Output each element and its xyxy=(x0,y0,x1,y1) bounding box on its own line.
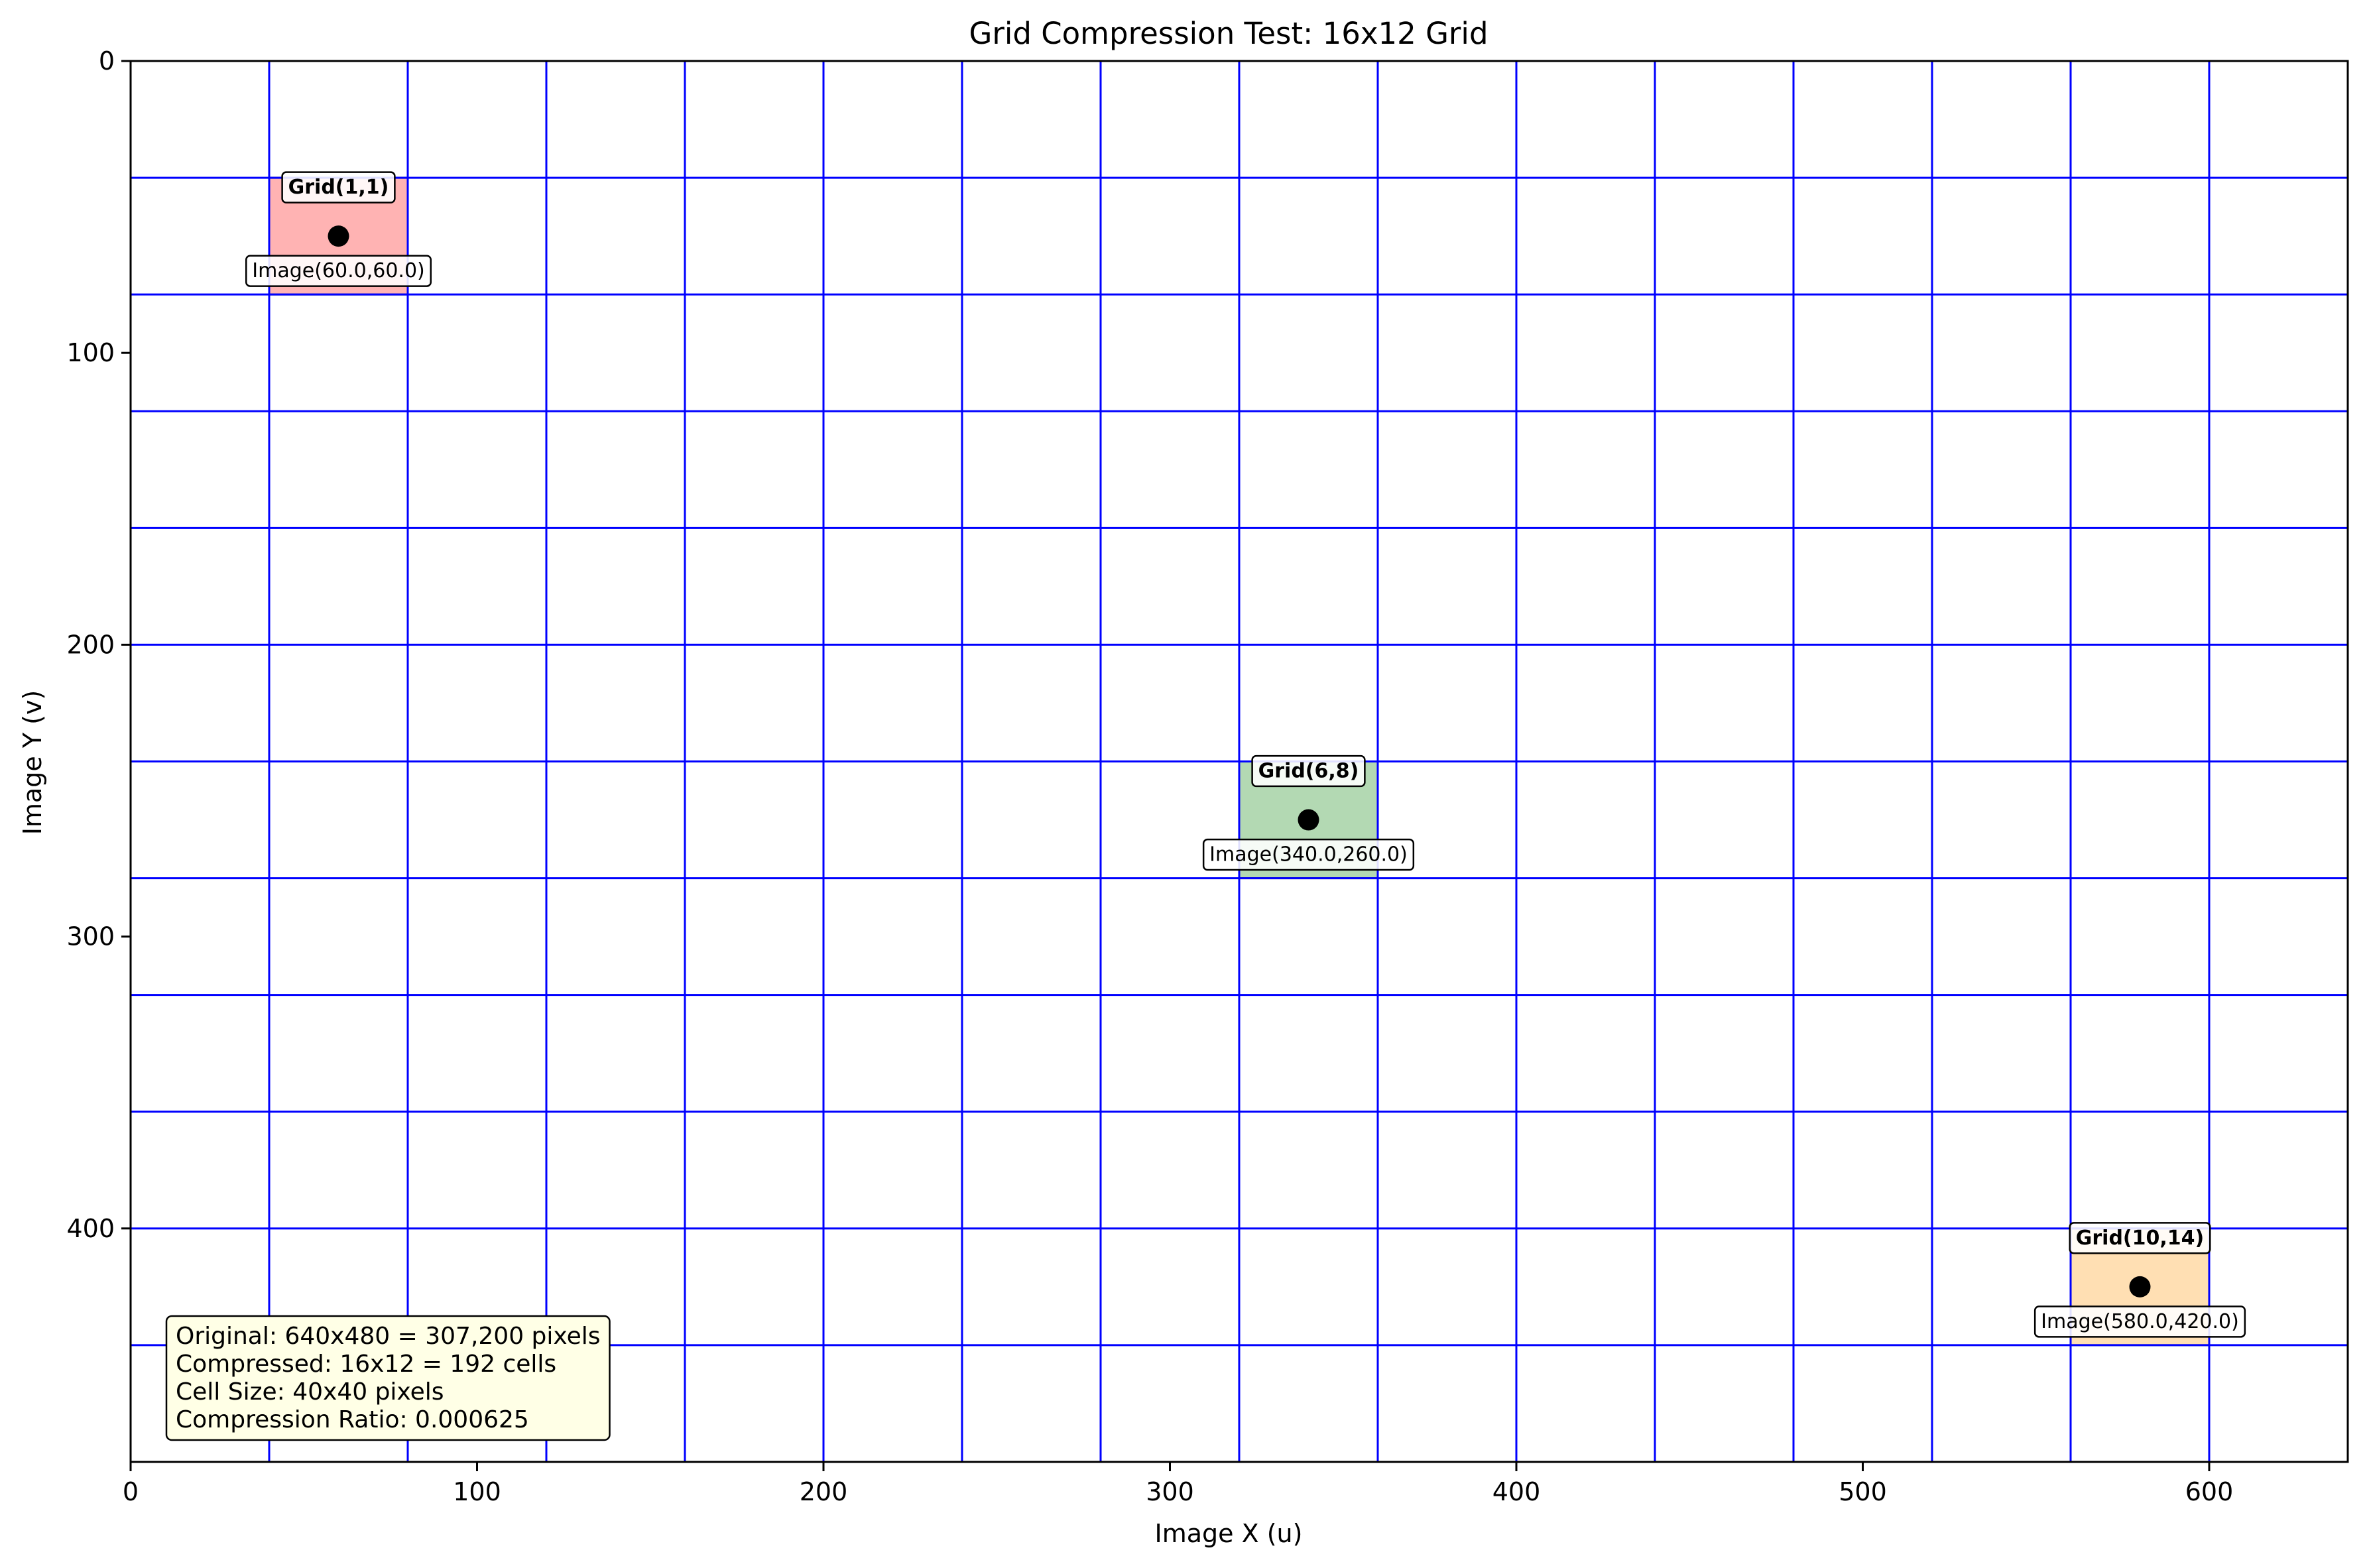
grid-label-3: Grid(10,14) xyxy=(2076,1227,2205,1250)
data-point-1 xyxy=(328,225,349,247)
y-tick-label: 100 xyxy=(66,338,115,367)
y-tick-label: 400 xyxy=(66,1214,115,1243)
x-tick-label: 100 xyxy=(453,1477,501,1506)
image-label-1: Image(60.0,60.0) xyxy=(252,259,425,282)
chart-title: Grid Compression Test: 16x12 Grid xyxy=(969,16,1488,51)
x-tick-label: 200 xyxy=(800,1477,848,1506)
grid-label-1: Grid(1,1) xyxy=(288,176,389,199)
plot-area: 0 100 200 300 400 500 600 0 100 200 300 400 Grid(1,1… xyxy=(66,46,2349,1506)
image-label-2-box xyxy=(1202,838,1415,871)
y-tick-label: 0 xyxy=(99,46,115,76)
x-tick-label: 0 xyxy=(123,1477,139,1506)
x-axis-label: Image X (u) xyxy=(1155,1519,1303,1548)
grid-label-2: Grid(6,8) xyxy=(1258,760,1359,783)
x-tick-label: 300 xyxy=(1146,1477,1194,1506)
x-tick-label: 600 xyxy=(2185,1477,2234,1506)
y-axis-label: Image Y (v) xyxy=(18,690,47,835)
image-label-1-box xyxy=(245,255,432,287)
axes-frame xyxy=(129,60,2349,1463)
data-point-2 xyxy=(1298,809,1319,831)
image-label-3: Image(580.0,420.0) xyxy=(2041,1310,2239,1333)
info-line: Compressed: 16x12 = 192 cells xyxy=(176,1351,556,1378)
image-label-2: Image(340.0,260.0) xyxy=(1209,843,1408,867)
info-line: Cell Size: 40x40 pixels xyxy=(176,1378,444,1406)
grid-label-3-box xyxy=(2069,1222,2211,1254)
image-label-3-box xyxy=(2033,1305,2246,1338)
info-box: Original: 640x480 = 307,200 pixelsCompre… xyxy=(165,1315,611,1441)
grid-label-2-box xyxy=(1251,754,1366,788)
info-line: Original: 640x480 = 307,200 pixels xyxy=(176,1323,601,1350)
grid-label-1-box xyxy=(281,171,396,204)
info-line: Compression Ratio: 0.000625 xyxy=(176,1406,529,1433)
x-tick-label: 500 xyxy=(1839,1477,1887,1506)
x-tick-label: 400 xyxy=(1492,1477,1541,1506)
info-box-background xyxy=(165,1315,611,1441)
y-tick-label: 200 xyxy=(66,630,115,659)
y-tick-label: 300 xyxy=(66,922,115,951)
data-point-3 xyxy=(2129,1276,2151,1297)
